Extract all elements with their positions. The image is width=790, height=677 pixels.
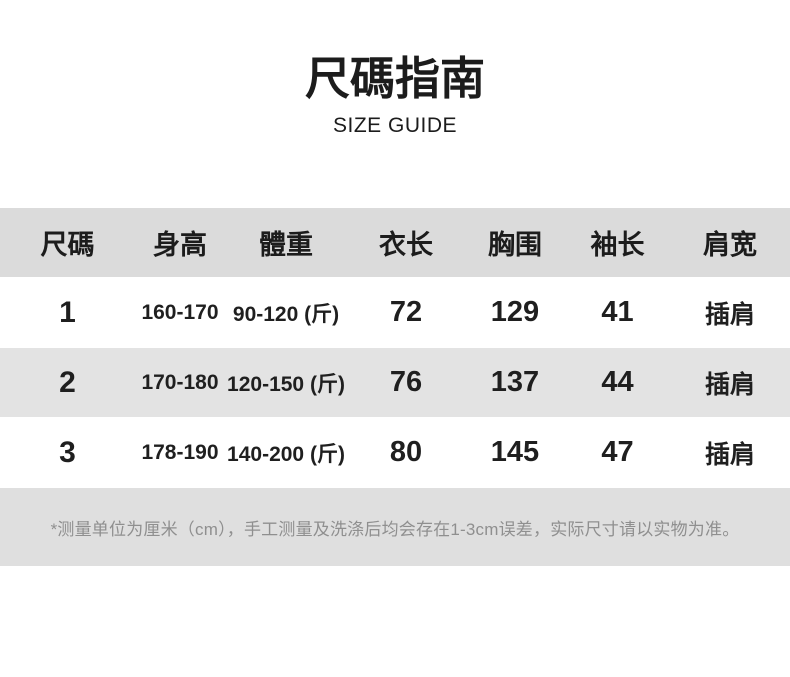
table-cell-height: 170-180 xyxy=(141,370,219,394)
table-cell-chest: 145 xyxy=(490,436,540,468)
table-cell-height: 178-190 xyxy=(141,440,219,464)
table-cell-shoulder-width: 插肩 xyxy=(704,440,755,469)
table-cell-sleeve-length: 41 xyxy=(601,296,634,328)
header-cell-size: 尺碼 xyxy=(40,230,95,260)
table-cell-garment-length: 80 xyxy=(389,436,423,468)
table-header-row: 尺碼 身高 體重 衣长 胸围 袖长 肩宽 xyxy=(0,208,790,277)
table-cell-weight: 140-200 (斤) xyxy=(227,442,345,466)
table-cell-chest: 137 xyxy=(490,366,540,398)
title-block: 尺碼指南 SIZE GUIDE xyxy=(0,0,790,136)
header-cell-height: 身高 xyxy=(153,230,207,260)
table-cell-shoulder-width: 插肩 xyxy=(704,370,755,399)
table-cell-size: 1 xyxy=(59,295,76,329)
table-cell-weight: 120-150 (斤) xyxy=(227,372,345,396)
table-row-size-1: 1 160-170 90-120 (斤) 72 129 41 插肩 xyxy=(0,277,790,348)
table-cell-garment-length: 72 xyxy=(389,296,423,328)
table-cell-garment-length: 76 xyxy=(389,366,423,398)
table-cell-chest: 129 xyxy=(490,296,540,328)
table-cell-size: 3 xyxy=(59,435,76,469)
table-cell-sleeve-length: 44 xyxy=(601,366,634,398)
measurement-note-band: *测量单位为厘米（cm），手工测量及洗涤后均会存在1-3cm误差，实际尺寸请以实… xyxy=(0,488,790,566)
page-subtitle: SIZE GUIDE xyxy=(332,114,458,137)
header-cell-shoulder-width: 肩宽 xyxy=(703,230,757,260)
header-cell-chest: 胸围 xyxy=(488,230,542,260)
table-cell-shoulder-width: 插肩 xyxy=(704,300,755,329)
table-row-size-3: 3 178-190 140-200 (斤) 80 145 47 插肩 xyxy=(0,417,790,488)
table-cell-size: 2 xyxy=(59,365,76,399)
table-cell-height: 160-170 xyxy=(141,300,219,324)
header-cell-weight: 體重 xyxy=(259,230,313,260)
measurement-note: *测量单位为厘米（cm），手工测量及洗涤后均会存在1-3cm误差，实际尺寸请以实… xyxy=(50,519,740,539)
size-table: 尺碼 身高 體重 衣长 胸围 袖长 肩宽 1 160-170 90-120 (斤… xyxy=(0,208,790,566)
table-cell-weight: 90-120 (斤) xyxy=(232,302,340,326)
header-cell-garment-length: 衣长 xyxy=(379,230,433,260)
header-cell-sleeve-length: 袖长 xyxy=(590,230,645,260)
table-cell-sleeve-length: 47 xyxy=(601,436,634,468)
table-row-size-2: 2 170-180 120-150 (斤) 76 137 44 插肩 xyxy=(0,348,790,417)
page-title: 尺碼指南 xyxy=(304,53,485,104)
